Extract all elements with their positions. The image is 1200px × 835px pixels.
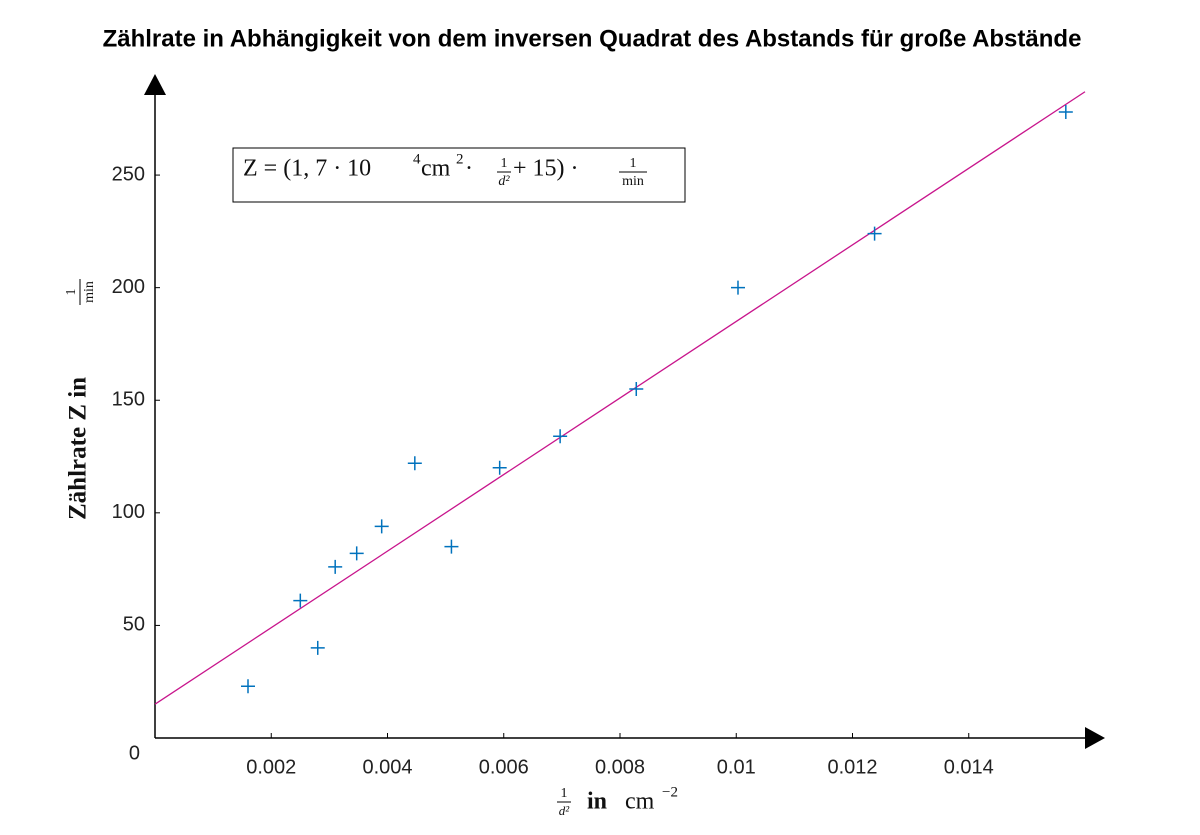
- x-tick-label: 0.014: [944, 756, 994, 778]
- x-label-part: 1: [561, 786, 568, 801]
- y-tick-label: 200: [112, 276, 145, 298]
- chart-title: Zählrate in Abhängigkeit von dem inverse…: [103, 25, 1082, 52]
- annotation-part: 2: [456, 151, 464, 167]
- data-point: [867, 226, 882, 241]
- annotation-part: min: [622, 174, 644, 189]
- data-point: [310, 640, 325, 655]
- x-tick-label: 0.002: [246, 756, 296, 778]
- annotation-part: cm: [421, 156, 451, 182]
- y-tick-label: 0: [129, 742, 140, 764]
- data-point: [1058, 105, 1073, 120]
- annotation: Z = (1, 7 · 10 4 cm 2 · 1 d² + 15) · 1 m…: [243, 151, 647, 189]
- x-axis-label: 1 d² in cm −2: [557, 784, 678, 818]
- x-label-part: −2: [662, 784, 678, 800]
- y-tick-label: 100: [112, 501, 145, 523]
- x-tick-label: 0.012: [827, 756, 877, 778]
- data-point: [374, 519, 389, 534]
- y-label-part: 1: [64, 289, 79, 296]
- x-label-part: d²: [559, 803, 571, 818]
- y-tick-label: 50: [123, 614, 145, 636]
- data-point: [293, 593, 308, 608]
- annotation-part: ·: [465, 156, 473, 182]
- data-point: [241, 679, 255, 694]
- data-point: [328, 559, 343, 574]
- x-label-part: cm: [625, 789, 655, 815]
- annotation-part: d²: [498, 174, 510, 189]
- annotation-part: + 15) ·: [513, 156, 579, 182]
- x-tick-label: 0.01: [717, 756, 756, 778]
- y-label-part: Zählrate Z in: [65, 377, 92, 520]
- x-tick-label: 0.004: [362, 756, 412, 778]
- x-tick-label: 0.006: [479, 756, 529, 778]
- x-axis-arrow: [1085, 727, 1105, 749]
- data-point: [629, 381, 644, 396]
- annotation-part: 1: [501, 156, 508, 171]
- annotation-box: [232, 147, 686, 203]
- data-point: [407, 456, 422, 471]
- y-tick-label: 150: [112, 389, 145, 411]
- fit-line: [154, 91, 1086, 705]
- data-point: [492, 460, 507, 475]
- annotation-part: 4: [413, 151, 421, 167]
- x-tick-label: 0.008: [595, 756, 645, 778]
- data-point: [444, 539, 459, 554]
- annotation-part: 1: [630, 156, 637, 171]
- x-label-part: in: [587, 789, 607, 815]
- y-label-part: min: [82, 281, 97, 303]
- data-point: [349, 546, 364, 561]
- y-axis-label: Zählrate Z in 1 min: [64, 279, 97, 520]
- data-point: [730, 280, 745, 295]
- annotation-part: Z = (1, 7 · 10: [243, 156, 371, 182]
- y-axis-arrow: [144, 74, 166, 95]
- y-tick-label: 250: [112, 163, 145, 185]
- data-point: [553, 429, 568, 444]
